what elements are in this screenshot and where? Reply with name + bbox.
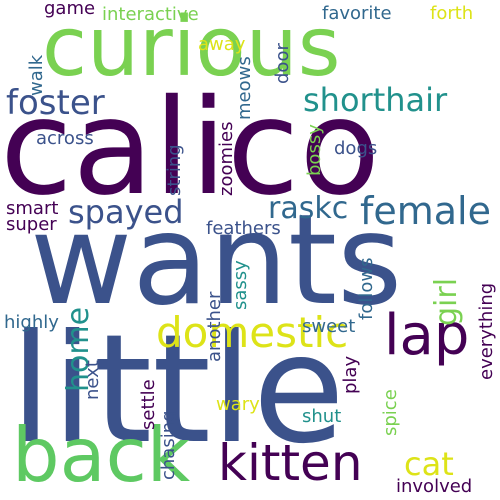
word-highly: highly — [4, 312, 59, 333]
word-domestic: domestic — [156, 308, 349, 357]
word-girl: girl — [429, 277, 464, 326]
word-across: across — [36, 128, 94, 149]
word-feathers: feathers — [206, 218, 281, 239]
word-sweet: sweet — [302, 316, 356, 337]
word-shut: shut — [302, 406, 342, 427]
word-raskc: raskc — [268, 191, 349, 226]
word-smart: smart — [6, 198, 59, 219]
word-bossy: bossy — [304, 124, 325, 176]
word-spayed: spayed — [68, 193, 184, 231]
word-calico: calico — [0, 71, 381, 225]
word-super: super — [6, 214, 57, 235]
word-back: back — [12, 411, 191, 499]
word-little: little — [10, 303, 345, 477]
word-settle: settle — [138, 379, 159, 430]
word-involved: involved — [396, 476, 473, 497]
word-favorite: favorite — [322, 3, 392, 24]
word-cat: cat — [404, 445, 454, 483]
word-dogs: dogs — [334, 138, 378, 159]
word-play: play — [340, 355, 361, 394]
word-everything: everything — [476, 282, 497, 380]
word-wants: wants — [30, 188, 403, 333]
word-meows: meows — [234, 56, 255, 120]
word-female: female — [360, 189, 491, 233]
word-lap: lap — [384, 303, 470, 368]
word-walk: walk — [26, 54, 47, 96]
word-next: next — [82, 360, 103, 400]
word-zoomies: zoomies — [216, 121, 237, 196]
word-curious: curious — [42, 0, 341, 95]
word-sassy: sassy — [230, 260, 251, 310]
word-spice: spice — [380, 389, 401, 436]
word-wary: wary — [216, 394, 260, 415]
word-foster: foster — [6, 83, 105, 123]
word-away: away — [198, 34, 246, 55]
word-kitten: kitten — [218, 434, 363, 492]
word-forth: forth — [430, 3, 474, 24]
word-string: string — [164, 144, 185, 196]
word-interactive: interactive — [102, 4, 199, 25]
word-another: another — [204, 291, 225, 362]
word-game: game — [44, 0, 96, 19]
word-shorthair: shorthair — [303, 81, 448, 119]
word-follows: follows — [356, 257, 377, 320]
word-door: door — [272, 43, 293, 84]
word-chasing: chasing — [158, 410, 179, 480]
